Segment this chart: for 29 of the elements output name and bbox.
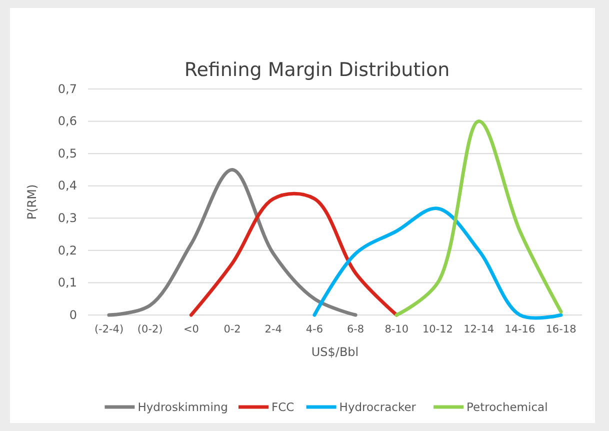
x-tick-label: 14-16 xyxy=(504,323,536,336)
legend-label: Petrochemical xyxy=(466,400,548,414)
chart-title: Refining Margin Distribution xyxy=(184,59,450,81)
y-tick-label: 0 xyxy=(69,308,77,322)
y-tick-label: 0,5 xyxy=(58,146,77,160)
y-tick-label: 0,6 xyxy=(58,114,77,128)
x-tick-label: (0-2) xyxy=(137,323,163,336)
x-axis-title: US$/Bbl xyxy=(311,345,359,359)
x-tick-label: 8-10 xyxy=(384,323,409,336)
x-tick-label: 6-8 xyxy=(346,323,364,336)
x-tick-label: 10-12 xyxy=(422,323,453,336)
legend-label: FCC xyxy=(272,400,294,414)
x-tick-label: <0 xyxy=(183,323,199,336)
y-tick-label: 0,4 xyxy=(58,178,77,193)
y-axis-title: P(RM) xyxy=(25,184,39,220)
y-tick-label: 0,2 xyxy=(58,243,77,258)
legend-label: Hydrocracker xyxy=(339,400,416,414)
line-series xyxy=(107,168,358,317)
y-tick-label: 0,3 xyxy=(58,210,77,225)
y-tick-label: 0,7 xyxy=(58,82,77,96)
x-tick-label: (-2-4) xyxy=(94,323,124,336)
x-tick-label: 16-18 xyxy=(546,323,576,336)
x-tick-label: 0-2 xyxy=(224,323,241,336)
x-tick-label: 12-14 xyxy=(464,323,494,336)
line-series xyxy=(394,120,563,317)
y-tick-label: 0,1 xyxy=(58,276,77,290)
x-tick-label: 2-4 xyxy=(264,323,282,336)
x-tick-label: 4-6 xyxy=(306,323,324,336)
legend-label: Hydroskimming xyxy=(138,400,228,414)
